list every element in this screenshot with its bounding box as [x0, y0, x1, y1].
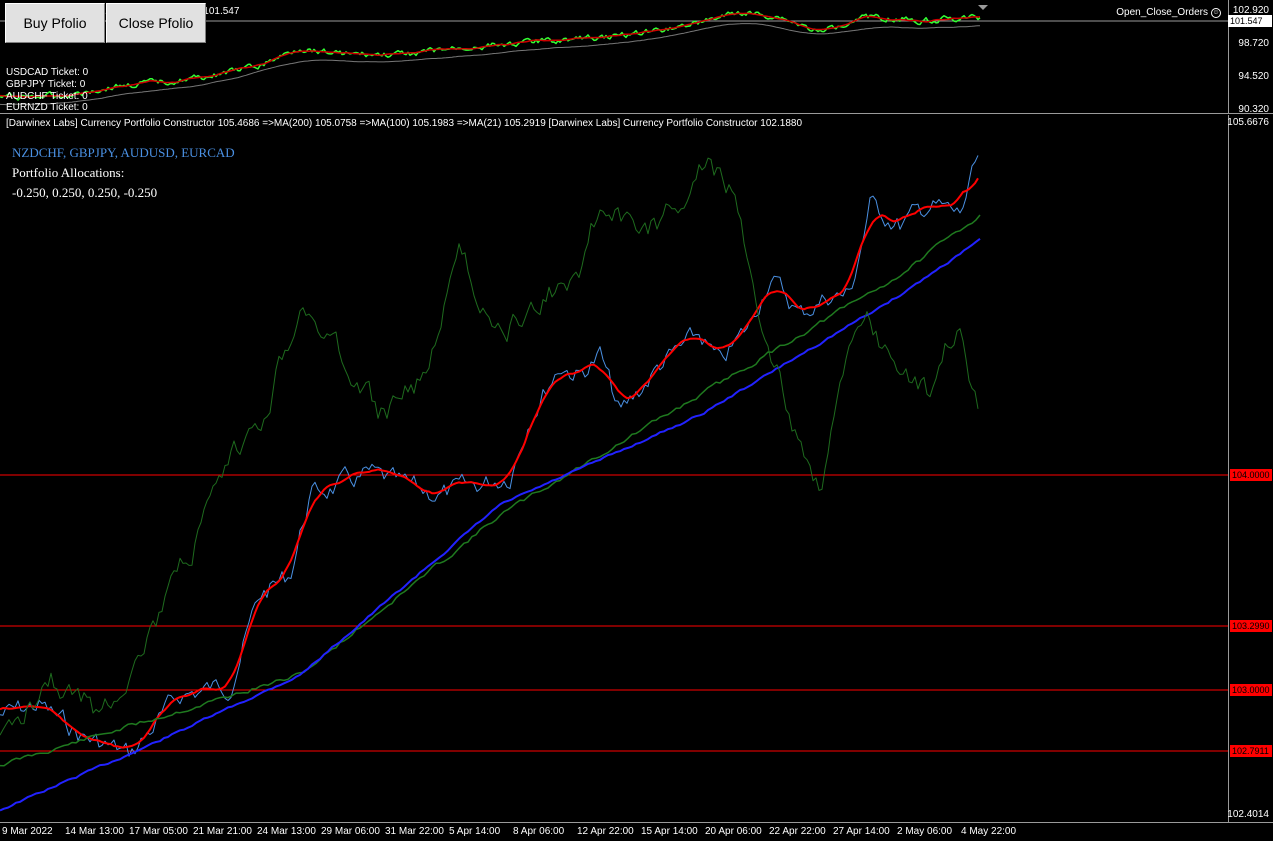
ticket-label: GBPJPY Ticket: 0 — [6, 79, 86, 90]
time-tick: 20 Apr 06:00 — [705, 826, 762, 837]
price-label: 94.520 — [1238, 71, 1269, 82]
time-tick: 12 Apr 22:00 — [577, 826, 634, 837]
time-tick: 2 May 06:00 — [897, 826, 953, 837]
ticket-label: USDCAD Ticket: 0 — [6, 67, 89, 78]
hline-price-tag: 103.0000 — [1230, 684, 1272, 696]
second-portfolio-line — [0, 157, 979, 736]
portfolio-price-line — [0, 155, 979, 757]
chart-shift-marker-icon[interactable] — [978, 5, 988, 10]
top-ma-fast-line — [0, 12, 981, 98]
top-chart-window[interactable]: GBPJPY,H1 101.547 101.624 101.497 101.54… — [0, 0, 1273, 114]
time-tick: 14 Mar 13:00 — [65, 826, 124, 837]
time-tick: 22 Apr 22:00 — [769, 826, 826, 837]
indicator-window[interactable]: [Darwinex Labs] Currency Portfolio Const… — [0, 115, 1273, 822]
time-axis: 9 Mar 2022 14 Mar 13:00 17 Mar 05:00 21 … — [0, 822, 1273, 841]
ea-label: Open_Close_Orders — [1116, 7, 1208, 18]
current-price-marker: 101.547 — [1228, 15, 1272, 27]
time-tick: 15 Apr 14:00 — [641, 826, 698, 837]
ea-status[interactable]: Open_Close_Orders ☺ — [1116, 7, 1221, 18]
ticket-label: EURNZD Ticket: 0 — [6, 102, 88, 113]
time-tick: 29 Mar 06:00 — [321, 826, 380, 837]
price-label: 90.320 — [1238, 104, 1269, 114]
time-tick: 27 Apr 14:00 — [833, 826, 890, 837]
price-label-bottom: 102.4014 — [1227, 809, 1269, 820]
hline-price-tag: 104.0000 — [1230, 469, 1272, 481]
smiley-icon: ☺ — [1211, 7, 1221, 18]
time-tick: 4 May 22:00 — [961, 826, 1017, 837]
time-tick: 9 Mar 2022 — [2, 826, 53, 837]
time-tick: 5 Apr 14:00 — [449, 826, 501, 837]
time-tick: 24 Mar 13:00 — [257, 826, 316, 837]
time-tick: 8 Apr 06:00 — [513, 826, 565, 837]
ticket-label: AUDCHF Ticket: 0 — [6, 91, 88, 102]
hline-price-tag: 103.2990 — [1230, 620, 1272, 632]
ma100-line — [0, 214, 981, 767]
indicator-price-axis-divider — [1228, 115, 1229, 822]
price-label: 98.720 — [1238, 38, 1269, 49]
top-price-chart — [0, 5, 1228, 106]
top-price-axis-divider — [1228, 0, 1229, 113]
time-tick: 21 Mar 21:00 — [193, 826, 252, 837]
close-portfolio-button[interactable]: Close Pfolio — [106, 3, 206, 43]
price-label: 102.920 — [1232, 5, 1269, 16]
portfolio-indicator-chart — [0, 155, 1228, 812]
time-tick: 31 Mar 22:00 — [385, 826, 444, 837]
top-ma-slow-line — [0, 23, 980, 106]
ma21-line — [0, 177, 979, 749]
indicator-header: [Darwinex Labs] Currency Portfolio Const… — [6, 118, 803, 129]
portfolio-pairs: NZDCHF, GBPJPY, AUDUSD, EURCAD — [12, 145, 235, 160]
buy-portfolio-button[interactable]: Buy Pfolio — [5, 3, 105, 43]
allocations-values: -0.250, 0.250, 0.250, -0.250 — [12, 185, 158, 200]
ma200-line — [0, 238, 981, 812]
time-tick: 17 Mar 05:00 — [129, 826, 188, 837]
allocations-title: Portfolio Allocations: — [12, 165, 125, 180]
price-label-top: 105.6676 — [1227, 117, 1269, 128]
hline-price-tag: 102.7911 — [1230, 745, 1272, 757]
